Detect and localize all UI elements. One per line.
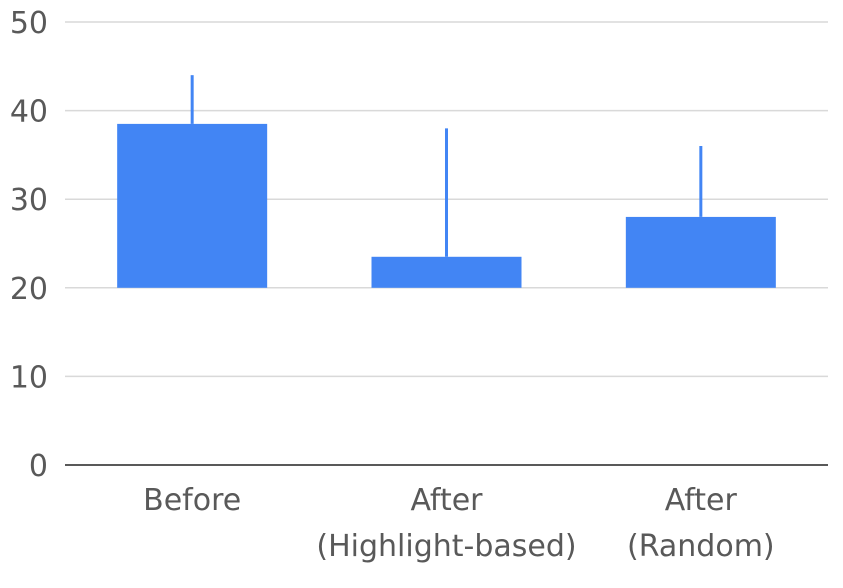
y-tick-label-20: 20 [10, 272, 48, 307]
y-axis-tick-labels: 0 10 20 30 40 50 [10, 6, 48, 484]
y-tick-label-40: 40 [10, 95, 48, 130]
category-label-3-line-2: (Random) [627, 529, 775, 564]
bars [117, 123, 776, 288]
y-tick-label-0: 0 [29, 449, 48, 484]
category-label-1-line-1: Before [143, 483, 241, 518]
bar-3 [625, 216, 776, 288]
bar-1 [117, 123, 268, 288]
y-tick-label-50: 50 [10, 6, 48, 41]
category-label-3-line-1: After [665, 483, 738, 518]
x-axis-category-labels: Before After (Highlight-based) After (Random… [143, 483, 775, 564]
bar-2 [371, 256, 522, 288]
category-label-2-line-2: (Highlight-based) [316, 529, 576, 564]
error-bars [190, 75, 703, 257]
y-tick-label-30: 30 [10, 183, 48, 218]
category-label-2-line-1: After [410, 483, 483, 518]
y-tick-label-10: 10 [10, 360, 48, 395]
